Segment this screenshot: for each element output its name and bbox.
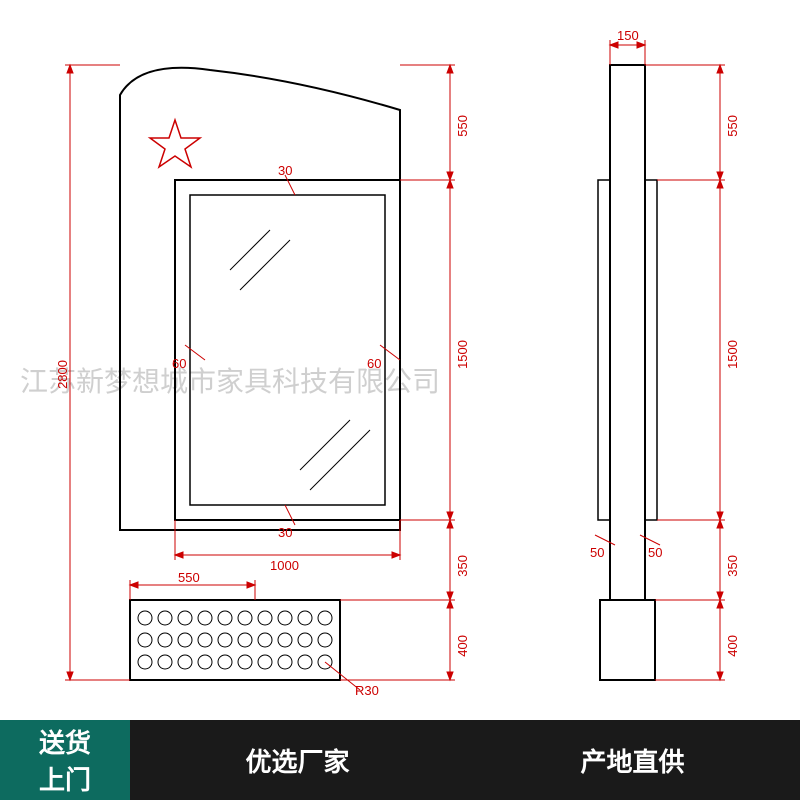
dim-panel-1500: 1500 — [455, 340, 470, 369]
front-outline — [120, 68, 400, 530]
dim-slot-left: 50 — [590, 545, 604, 560]
side-base — [600, 600, 655, 680]
badge-line1: 送货 — [39, 723, 91, 760]
dim-side-1500: 1500 — [725, 340, 740, 369]
side-panel-right — [645, 180, 657, 520]
footer-item2: 产地直供 — [580, 742, 684, 779]
dim-base-width: 550 — [178, 570, 200, 585]
side-panel-left — [598, 180, 610, 520]
front-dimensions — [65, 65, 455, 690]
dim-side-top-width: 150 — [617, 28, 639, 43]
glare-line — [300, 420, 350, 470]
glare-line — [310, 430, 370, 490]
footer-item1: 优选厂家 — [245, 742, 349, 779]
dim-slot-right: 50 — [648, 545, 662, 560]
dim-total-height: 2800 — [55, 360, 70, 389]
front-view — [65, 65, 455, 690]
side-column — [610, 65, 645, 600]
dim-panel-width: 1000 — [270, 558, 299, 573]
technical-drawing — [0, 0, 800, 800]
dim-hole-radius: R30 — [355, 683, 379, 698]
footer-text: 优选厂家 产地直供 — [130, 720, 800, 800]
dim-side-350: 350 — [725, 555, 740, 577]
dim-top-550: 550 — [455, 115, 470, 137]
dim-thick-bottom: 30 — [278, 525, 292, 540]
badge-line2: 上门 — [39, 760, 91, 797]
dim-thick-right: 60 — [367, 356, 381, 371]
star-icon — [150, 120, 200, 167]
side-view — [595, 40, 725, 680]
base-holes — [138, 611, 332, 669]
glare-line — [240, 240, 290, 290]
footer-bar: 送货 上门 优选厂家 产地直供 — [0, 720, 800, 800]
dim-base-400: 400 — [455, 635, 470, 657]
panel-outer — [175, 180, 400, 520]
glare-line — [230, 230, 270, 270]
side-dimensions — [595, 40, 725, 680]
dim-side-550: 550 — [725, 115, 740, 137]
delivery-badge: 送货 上门 — [0, 720, 130, 800]
dim-thick-top: 30 — [278, 163, 292, 178]
panel-inner — [190, 195, 385, 505]
dim-gap-350: 350 — [455, 555, 470, 577]
dim-thick-left: 60 — [172, 356, 186, 371]
dim-side-400: 400 — [725, 635, 740, 657]
